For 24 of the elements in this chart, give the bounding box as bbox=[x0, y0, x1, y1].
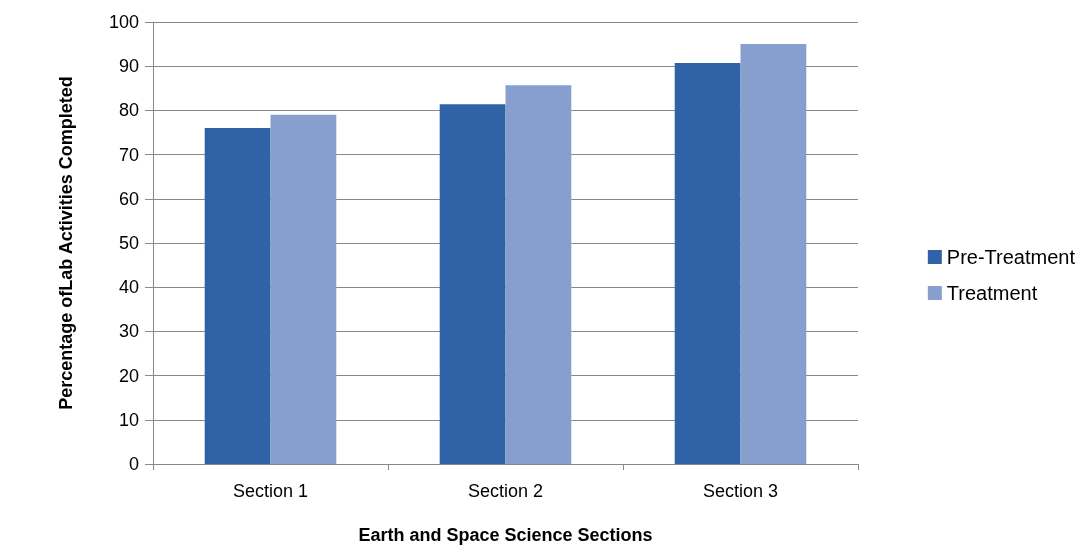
y-tick-label: 10 bbox=[118, 409, 139, 430]
x-tick-label: Section 2 bbox=[467, 481, 544, 501]
x-axis-title: Earth and Space Science Sections bbox=[358, 525, 653, 545]
y-tick-label: 30 bbox=[118, 321, 139, 342]
bar bbox=[270, 114, 337, 464]
y-tick-label: 0 bbox=[128, 454, 139, 474]
y-tick-label: 70 bbox=[118, 144, 139, 165]
y-tick-label: 20 bbox=[118, 365, 139, 386]
y-tick-label: 80 bbox=[118, 100, 139, 121]
y-tick-label: 40 bbox=[118, 277, 139, 298]
legend-label: Pre-Treatment bbox=[946, 246, 1076, 268]
y-tick-label: 60 bbox=[118, 188, 139, 209]
y-tick-label: 90 bbox=[118, 56, 139, 77]
x-tick-label: Section 1 bbox=[232, 481, 309, 501]
y-axis-title: Percentage ofLab Activities Completed bbox=[56, 76, 76, 410]
bar bbox=[740, 44, 807, 464]
bar bbox=[439, 104, 506, 464]
legend-label: Treatment bbox=[946, 282, 1038, 304]
y-tick-label: 50 bbox=[118, 233, 139, 253]
bar bbox=[204, 128, 271, 464]
bar bbox=[505, 85, 572, 464]
y-tick-label: 100 bbox=[108, 12, 139, 32]
x-tick-label: Section 3 bbox=[702, 481, 779, 501]
bar bbox=[674, 63, 741, 464]
